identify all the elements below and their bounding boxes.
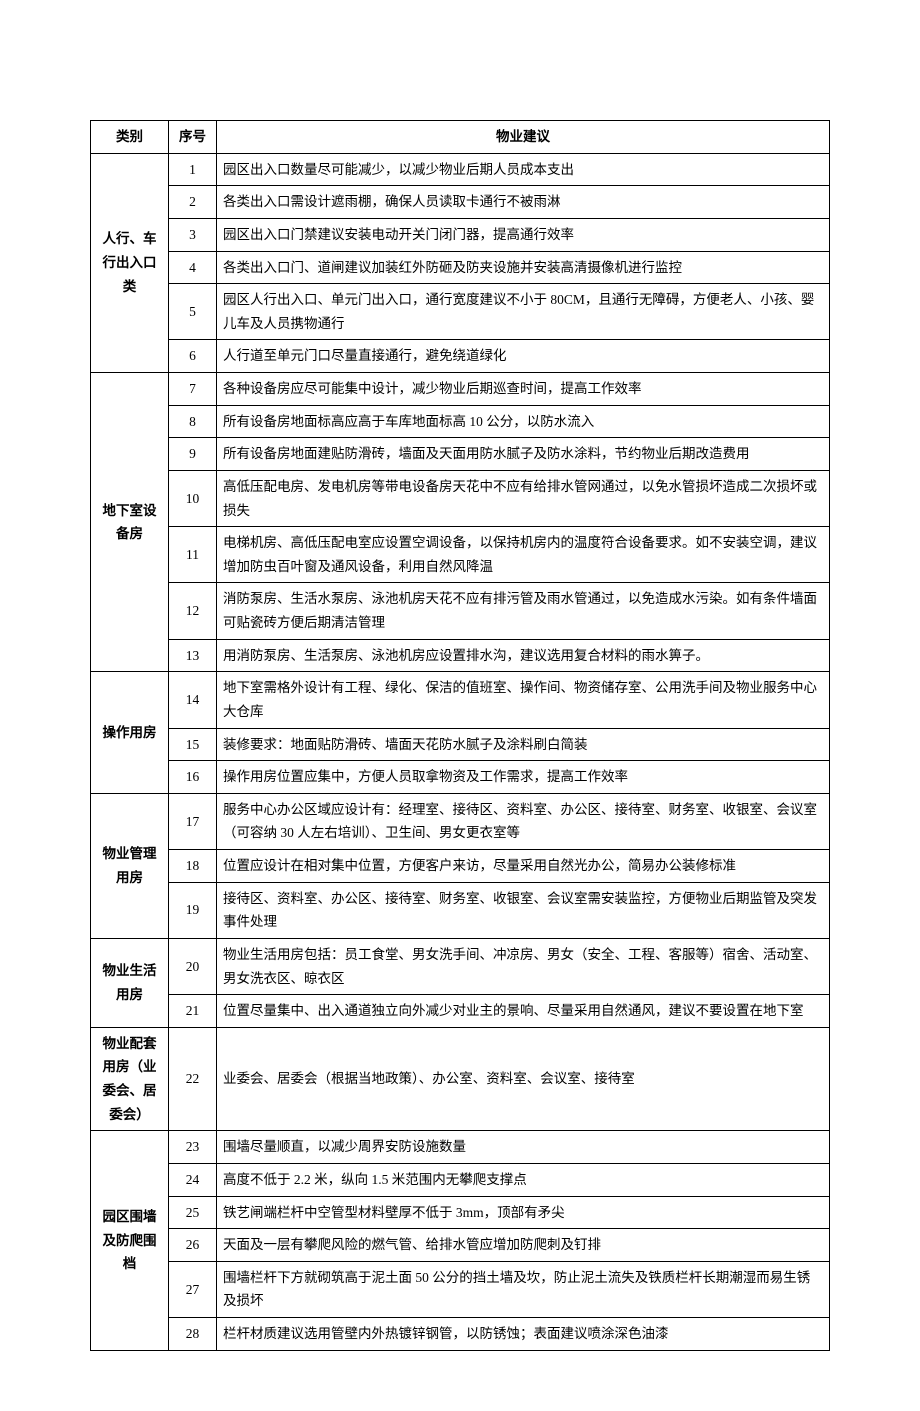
table-row: 19接待区、资料室、办公区、接待室、财务室、收银室、会议室需安装监控，方便物业后…: [91, 882, 830, 938]
category-cell: 物业生活用房: [91, 938, 169, 1027]
suggestion-cell: 位置尽量集中、出入通道独立向外减少对业主的景响、尽量采用自然通风，建议不要设置在…: [217, 995, 830, 1028]
table-row: 物业管理用房17服务中心办公区域应设计有：经理室、接待区、资料室、办公区、接待室…: [91, 793, 830, 849]
table-row: 10高低压配电房、发电机房等带电设备房天花中不应有给排水管网通过，以免水管损坏造…: [91, 470, 830, 526]
table-row: 园区围墙及防爬围档23围墙尽量顺直，以减少周界安防设施数量: [91, 1131, 830, 1164]
table-row: 8所有设备房地面标高应高于车库地面标高 10 公分，以防水流入: [91, 405, 830, 438]
seq-cell: 12: [169, 583, 217, 639]
suggestion-cell: 位置应设计在相对集中位置，方便客户来访，尽量采用自然光办公，简易办公装修标准: [217, 850, 830, 883]
suggestion-cell: 地下室需格外设计有工程、绿化、保洁的值班室、操作间、物资储存室、公用洗手间及物业…: [217, 672, 830, 728]
category-cell: 操作用房: [91, 672, 169, 794]
seq-cell: 13: [169, 639, 217, 672]
seq-cell: 11: [169, 527, 217, 583]
category-cell: 园区围墙及防爬围档: [91, 1131, 169, 1350]
seq-cell: 3: [169, 218, 217, 251]
suggestion-cell: 园区出入口数量尽可能减少，以减少物业后期人员成本支出: [217, 153, 830, 186]
header-seq: 序号: [169, 121, 217, 154]
seq-cell: 2: [169, 186, 217, 219]
category-cell: 人行、车行出入口类: [91, 153, 169, 372]
suggestion-cell: 服务中心办公区域应设计有：经理室、接待区、资料室、办公区、接待室、财务室、收银室…: [217, 793, 830, 849]
category-cell: 地下室设备房: [91, 373, 169, 672]
table-row: 18位置应设计在相对集中位置，方便客户来访，尽量采用自然光办公，简易办公装修标准: [91, 850, 830, 883]
suggestion-cell: 物业生活用房包括：员工食堂、男女洗手间、冲凉房、男女（安全、工程、客服等）宿舍、…: [217, 938, 830, 994]
table-row: 3园区出入口门禁建议安装电动开关门闭门器，提高通行效率: [91, 218, 830, 251]
table-row: 操作用房14地下室需格外设计有工程、绿化、保洁的值班室、操作间、物资储存室、公用…: [91, 672, 830, 728]
table-row: 24高度不低于 2.2 米，纵向 1.5 米范围内无攀爬支撑点: [91, 1163, 830, 1196]
suggestion-cell: 操作用房位置应集中，方便人员取拿物资及工作需求，提高工作效率: [217, 761, 830, 794]
seq-cell: 21: [169, 995, 217, 1028]
suggestion-cell: 围墙尽量顺直，以减少周界安防设施数量: [217, 1131, 830, 1164]
suggestion-cell: 天面及一层有攀爬风险的燃气管、给排水管应增加防爬刺及钉排: [217, 1229, 830, 1262]
table-row: 9所有设备房地面建贴防滑砖，墙面及天面用防水腻子及防水涂料，节约物业后期改造费用: [91, 438, 830, 471]
category-cell: 物业管理用房: [91, 793, 169, 938]
table-row: 12消防泵房、生活水泵房、泳池机房天花不应有排污管及雨水管通过，以免造成水污染。…: [91, 583, 830, 639]
suggestion-cell: 各类出入口门、道闸建议加装红外防砸及防夹设施并安装高清摄像机进行监控: [217, 251, 830, 284]
suggestions-table: 类别 序号 物业建议 人行、车行出入口类1园区出入口数量尽可能减少，以减少物业后…: [90, 120, 830, 1351]
table-row: 16操作用房位置应集中，方便人员取拿物资及工作需求，提高工作效率: [91, 761, 830, 794]
table-row: 5园区人行出入口、单元门出入口，通行宽度建议不小于 80CM，且通行无障碍，方便…: [91, 284, 830, 340]
table-row: 人行、车行出入口类1园区出入口数量尽可能减少，以减少物业后期人员成本支出: [91, 153, 830, 186]
suggestion-cell: 人行道至单元门口尽量直接通行，避免绕道绿化: [217, 340, 830, 373]
table-row: 27围墙栏杆下方就砌筑高于泥土面 50 公分的挡土墙及坎，防止泥土流失及铁质栏杆…: [91, 1261, 830, 1317]
table-header-row: 类别 序号 物业建议: [91, 121, 830, 154]
table-row: 26天面及一层有攀爬风险的燃气管、给排水管应增加防爬刺及钉排: [91, 1229, 830, 1262]
seq-cell: 4: [169, 251, 217, 284]
seq-cell: 26: [169, 1229, 217, 1262]
seq-cell: 27: [169, 1261, 217, 1317]
seq-cell: 8: [169, 405, 217, 438]
table-row: 地下室设备房7各种设备房应尽可能集中设计，减少物业后期巡查时间，提高工作效率: [91, 373, 830, 406]
table-row: 13用消防泵房、生活泵房、泳池机房应设置排水沟，建议选用复合材料的雨水箅子。: [91, 639, 830, 672]
suggestion-cell: 高低压配电房、发电机房等带电设备房天花中不应有给排水管网通过，以免水管损坏造成二…: [217, 470, 830, 526]
suggestion-cell: 装修要求：地面贴防滑砖、墙面天花防水腻子及涂料刷白简装: [217, 728, 830, 761]
suggestion-cell: 铁艺闸端栏杆中空管型材料壁厚不低于 3mm，顶部有矛尖: [217, 1196, 830, 1229]
table-row: 物业配套用房（业委会、居委会）22业委会、居委会（根据当地政策）、办公室、资料室…: [91, 1027, 830, 1131]
seq-cell: 16: [169, 761, 217, 794]
seq-cell: 14: [169, 672, 217, 728]
suggestion-cell: 各类出入口需设计遮雨棚，确保人员读取卡通行不被雨淋: [217, 186, 830, 219]
table-row: 15装修要求：地面贴防滑砖、墙面天花防水腻子及涂料刷白简装: [91, 728, 830, 761]
seq-cell: 15: [169, 728, 217, 761]
suggestion-cell: 所有设备房地面建贴防滑砖，墙面及天面用防水腻子及防水涂料，节约物业后期改造费用: [217, 438, 830, 471]
seq-cell: 6: [169, 340, 217, 373]
table-row: 2各类出入口需设计遮雨棚，确保人员读取卡通行不被雨淋: [91, 186, 830, 219]
category-cell: 物业配套用房（业委会、居委会）: [91, 1027, 169, 1131]
header-category: 类别: [91, 121, 169, 154]
table-row: 25铁艺闸端栏杆中空管型材料壁厚不低于 3mm，顶部有矛尖: [91, 1196, 830, 1229]
header-suggestion: 物业建议: [217, 121, 830, 154]
suggestion-cell: 所有设备房地面标高应高于车库地面标高 10 公分，以防水流入: [217, 405, 830, 438]
suggestion-cell: 园区人行出入口、单元门出入口，通行宽度建议不小于 80CM，且通行无障碍，方便老…: [217, 284, 830, 340]
table-row: 21位置尽量集中、出入通道独立向外减少对业主的景响、尽量采用自然通风，建议不要设…: [91, 995, 830, 1028]
suggestion-cell: 园区出入口门禁建议安装电动开关门闭门器，提高通行效率: [217, 218, 830, 251]
table-row: 6人行道至单元门口尽量直接通行，避免绕道绿化: [91, 340, 830, 373]
seq-cell: 22: [169, 1027, 217, 1131]
seq-cell: 28: [169, 1318, 217, 1351]
table-row: 4各类出入口门、道闸建议加装红外防砸及防夹设施并安装高清摄像机进行监控: [91, 251, 830, 284]
suggestion-cell: 用消防泵房、生活泵房、泳池机房应设置排水沟，建议选用复合材料的雨水箅子。: [217, 639, 830, 672]
seq-cell: 17: [169, 793, 217, 849]
seq-cell: 10: [169, 470, 217, 526]
seq-cell: 24: [169, 1163, 217, 1196]
seq-cell: 5: [169, 284, 217, 340]
suggestion-cell: 电梯机房、高低压配电室应设置空调设备，以保持机房内的温度符合设备要求。如不安装空…: [217, 527, 830, 583]
suggestion-cell: 各种设备房应尽可能集中设计，减少物业后期巡查时间，提高工作效率: [217, 373, 830, 406]
suggestion-cell: 业委会、居委会（根据当地政策）、办公室、资料室、会议室、接待室: [217, 1027, 830, 1131]
suggestion-cell: 消防泵房、生活水泵房、泳池机房天花不应有排污管及雨水管通过，以免造成水污染。如有…: [217, 583, 830, 639]
table-row: 物业生活用房20物业生活用房包括：员工食堂、男女洗手间、冲凉房、男女（安全、工程…: [91, 938, 830, 994]
seq-cell: 25: [169, 1196, 217, 1229]
suggestion-cell: 高度不低于 2.2 米，纵向 1.5 米范围内无攀爬支撑点: [217, 1163, 830, 1196]
table-row: 28栏杆材质建议选用管壁内外热镀锌钢管，以防锈蚀；表面建议喷涂深色油漆: [91, 1318, 830, 1351]
table-row: 11电梯机房、高低压配电室应设置空调设备，以保持机房内的温度符合设备要求。如不安…: [91, 527, 830, 583]
seq-cell: 7: [169, 373, 217, 406]
seq-cell: 20: [169, 938, 217, 994]
suggestion-cell: 围墙栏杆下方就砌筑高于泥土面 50 公分的挡土墙及坎，防止泥土流失及铁质栏杆长期…: [217, 1261, 830, 1317]
seq-cell: 19: [169, 882, 217, 938]
seq-cell: 1: [169, 153, 217, 186]
seq-cell: 18: [169, 850, 217, 883]
suggestion-cell: 接待区、资料室、办公区、接待室、财务室、收银室、会议室需安装监控，方便物业后期监…: [217, 882, 830, 938]
seq-cell: 23: [169, 1131, 217, 1164]
seq-cell: 9: [169, 438, 217, 471]
suggestion-cell: 栏杆材质建议选用管壁内外热镀锌钢管，以防锈蚀；表面建议喷涂深色油漆: [217, 1318, 830, 1351]
